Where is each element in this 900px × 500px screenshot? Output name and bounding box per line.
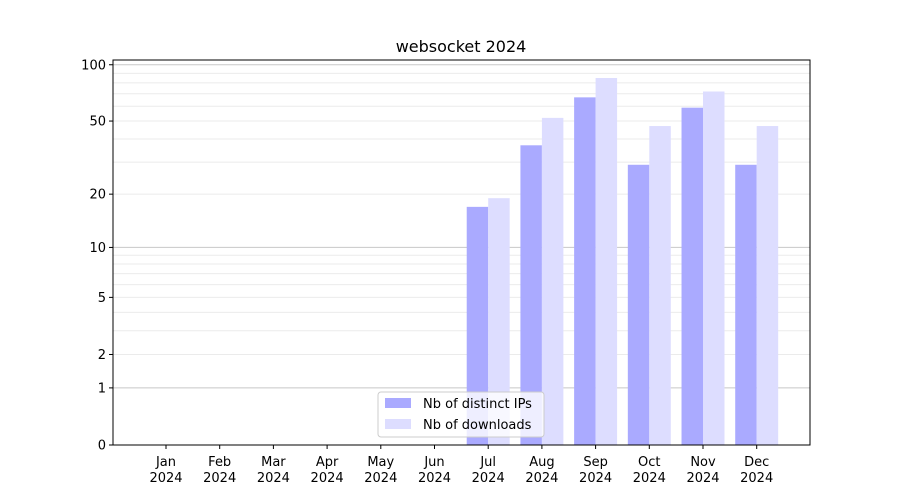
x-tick-label: Dec 2024	[740, 455, 773, 486]
y-axis: 0 1 2 5 10 20 50 100	[81, 58, 113, 454]
x-tick-label: Jan 2024	[149, 455, 182, 486]
bar-ips	[466, 206, 489, 445]
bar-ips	[627, 164, 650, 446]
y-tick-label: 5	[98, 291, 106, 306]
bar-downloads	[488, 198, 510, 445]
y-tick-label: 0	[98, 439, 106, 454]
x-tick-label: Apr 2024	[311, 455, 344, 486]
bar-downloads	[595, 78, 618, 446]
x-tick-label: Mar 2024	[257, 455, 290, 486]
plot-frame	[112, 59, 811, 446]
bars	[466, 78, 779, 446]
bar-ips	[520, 145, 542, 445]
x-axis: Jan 2024 Feb 2024 Mar 2024 Apr 2024 May 2024 Jun 20…	[149, 445, 773, 486]
legend-swatch-ips	[385, 398, 411, 408]
bar-ips	[681, 107, 703, 445]
x-tick-label: Oct 2024	[633, 455, 666, 486]
x-tick-label: Jun 2024	[418, 455, 451, 486]
x-tick-label: Jul 2024	[472, 455, 505, 486]
bar-downloads	[756, 126, 779, 445]
y-tick-label: 50	[89, 115, 106, 130]
x-tick-label: May 2024	[364, 455, 397, 486]
bar-downloads	[541, 117, 564, 445]
x-tick-label: Sep 2024	[579, 455, 612, 486]
x-tick-label: Nov 2024	[686, 455, 719, 486]
y-tick-label: 20	[89, 188, 106, 203]
legend-swatch-downloads	[385, 419, 411, 429]
x-tick-label: Feb 2024	[203, 455, 236, 486]
legend-frame	[377, 391, 545, 438]
chart-title: websocket 2024	[396, 37, 527, 56]
legend-label-downloads: Nb of downloads	[423, 418, 532, 433]
y-tick-label: 10	[89, 241, 106, 256]
legend-label-ips: Nb of distinct IPs	[423, 397, 532, 412]
y-tick-label: 100	[81, 58, 106, 73]
bar-downloads	[703, 91, 725, 445]
x-tick-label: Aug 2024	[525, 455, 558, 486]
y-tick-label: 2	[98, 348, 106, 363]
y-tick-label: 1	[98, 381, 106, 396]
bar-ips	[735, 164, 757, 446]
bar-ips	[574, 97, 596, 445]
bar-downloads	[649, 126, 671, 445]
legend: Nb of distinct IPs Nb of downloads	[377, 391, 545, 438]
